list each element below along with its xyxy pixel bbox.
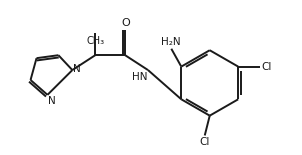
Text: O: O — [122, 18, 130, 29]
Text: CH₃: CH₃ — [86, 36, 104, 46]
Text: Cl: Cl — [200, 137, 210, 147]
Text: N: N — [73, 64, 81, 74]
Text: H₂N: H₂N — [161, 37, 180, 47]
Text: Cl: Cl — [261, 62, 271, 72]
Text: HN: HN — [131, 72, 147, 82]
Text: N: N — [49, 96, 56, 106]
